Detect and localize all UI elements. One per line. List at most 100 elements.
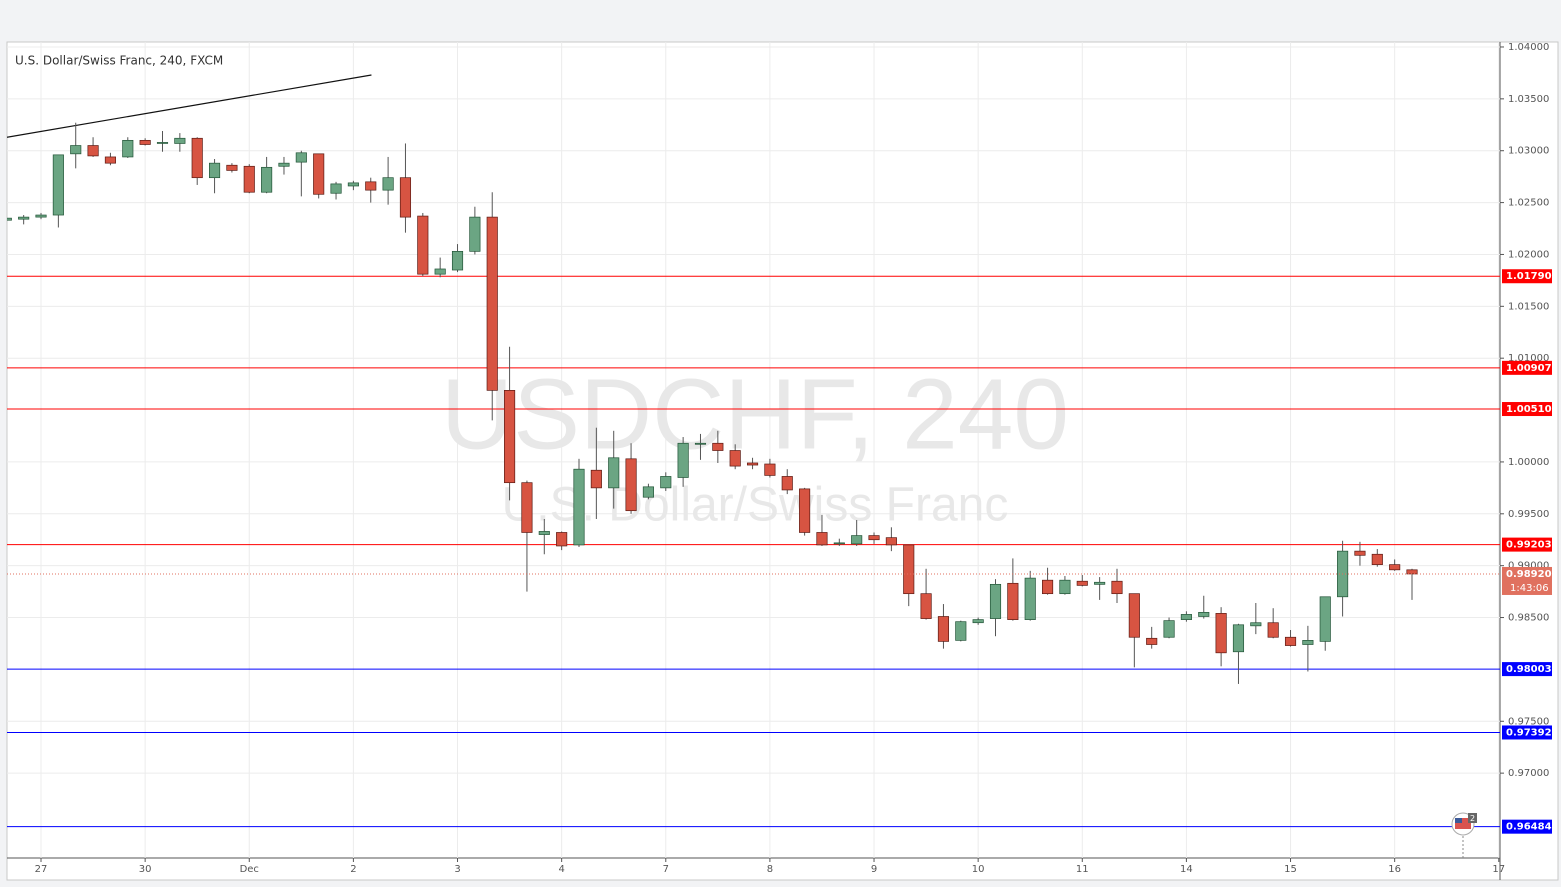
candle-body <box>1111 580 1123 595</box>
candle-body <box>417 215 429 275</box>
candle-body <box>52 154 64 216</box>
candle-body <box>486 216 498 391</box>
candle-body <box>1076 580 1088 586</box>
y-tick-label: 1.01500 <box>1508 301 1549 312</box>
candle-body <box>538 531 550 535</box>
candle-body <box>330 183 342 194</box>
candle-body <box>278 162 290 167</box>
candle-body <box>35 214 47 218</box>
candle-body <box>903 544 915 595</box>
level-label-bg <box>1502 402 1552 417</box>
x-tick-label: 2 <box>350 864 356 875</box>
candle-body <box>1042 579 1054 595</box>
level-label: 0.96484 <box>1506 822 1552 833</box>
chart-title: U.S. Dollar/Swiss Franc, 240, FXCM <box>15 54 223 68</box>
candle-body <box>799 488 811 533</box>
level-label-bg <box>1502 662 1552 677</box>
candle-body <box>451 250 464 271</box>
axes: 1.04000 1.03500 1.03000 1.02500 1.02000 1.015… <box>35 42 1552 875</box>
candle-body <box>556 532 568 547</box>
candle-body <box>677 442 689 478</box>
candle-body <box>989 583 1002 619</box>
candle-body <box>1250 622 1262 627</box>
candle-body <box>1232 624 1245 653</box>
candle-body <box>608 457 620 489</box>
candle-body <box>504 390 516 484</box>
x-tick-label: 3 <box>454 864 460 875</box>
candle-body <box>18 216 30 220</box>
y-tick-label: 0.97500 <box>1508 716 1549 727</box>
candle-body <box>625 458 637 512</box>
candle-body <box>70 145 82 155</box>
level-label-bg <box>1502 725 1552 740</box>
level-label: 1.00907 <box>1506 363 1552 374</box>
candle-body <box>87 145 99 157</box>
candle-body <box>642 486 654 498</box>
y-tick-label: 1.02500 <box>1508 198 1549 209</box>
candle-body <box>104 156 116 164</box>
event-count: 2 <box>1470 814 1475 823</box>
candle-body <box>1059 579 1071 595</box>
trendline <box>7 74 372 138</box>
candle-body <box>955 621 967 641</box>
current-price-bg <box>1502 566 1552 595</box>
x-tick-label: 8 <box>767 864 773 875</box>
y-tick-label: 0.97000 <box>1508 768 1549 779</box>
candle-body <box>174 137 186 144</box>
y-tick-label: 0.98500 <box>1508 613 1549 624</box>
y-tick-label: 1.02000 <box>1508 249 1549 260</box>
candle-body <box>226 164 238 171</box>
candle-body <box>1406 569 1418 575</box>
watermark-name: U.S. Dollar/Swiss Franc <box>502 479 1009 532</box>
level-label: 0.98003 <box>1506 664 1552 675</box>
candle-body <box>399 177 412 218</box>
candle-body <box>868 535 880 541</box>
candle-body <box>712 442 724 451</box>
candle-body <box>729 450 741 467</box>
candle-body <box>347 182 359 187</box>
candle-body <box>1215 613 1227 654</box>
candle-body <box>920 593 932 619</box>
x-tick-label: 17 <box>1492 864 1505 875</box>
x-tick-label: 11 <box>1076 864 1089 875</box>
y-tick-label: 1.01000 <box>1508 353 1549 364</box>
candle-body <box>382 177 394 191</box>
candle-body <box>139 139 151 145</box>
current-price-label: 0.98920 <box>1506 569 1552 580</box>
level-label-bg <box>1502 819 1552 834</box>
level-label: 1.00510 <box>1506 404 1552 415</box>
x-tick-label: 4 <box>558 864 564 875</box>
level-label-bg <box>1502 269 1552 284</box>
candle-body <box>365 181 377 191</box>
x-tick-label: 27 <box>35 864 48 875</box>
candle-body <box>1024 577 1036 620</box>
candle-body <box>1198 611 1210 617</box>
candle-body <box>469 216 481 252</box>
x-tick-label: Dec <box>240 864 259 875</box>
candle-body <box>694 442 707 445</box>
x-tick-label: 14 <box>1180 864 1193 875</box>
level-label: 0.99203 <box>1506 540 1552 551</box>
candle-body <box>1128 593 1140 638</box>
event-flag: 2 <box>1451 812 1477 858</box>
candle-body <box>1163 620 1175 638</box>
candle-body <box>885 537 897 546</box>
x-tick-label: 9 <box>871 864 877 875</box>
candle-body <box>313 153 325 195</box>
candle-body <box>972 619 984 624</box>
candle-body <box>261 166 273 193</box>
candle-body <box>1354 550 1366 556</box>
candle-body <box>1319 596 1331 642</box>
x-tick-label: 15 <box>1284 864 1297 875</box>
watermark-symbol: USDCHF, 240 <box>441 358 1069 470</box>
candle-body <box>1094 581 1106 585</box>
candle-body <box>1146 637 1158 645</box>
y-tick-label: 0.99500 <box>1508 509 1549 520</box>
candle-body <box>122 139 134 158</box>
candle-body <box>295 152 307 163</box>
candle-body <box>781 476 793 491</box>
candle-body <box>590 469 602 489</box>
candle-body <box>746 462 759 466</box>
candle-body <box>851 535 863 545</box>
